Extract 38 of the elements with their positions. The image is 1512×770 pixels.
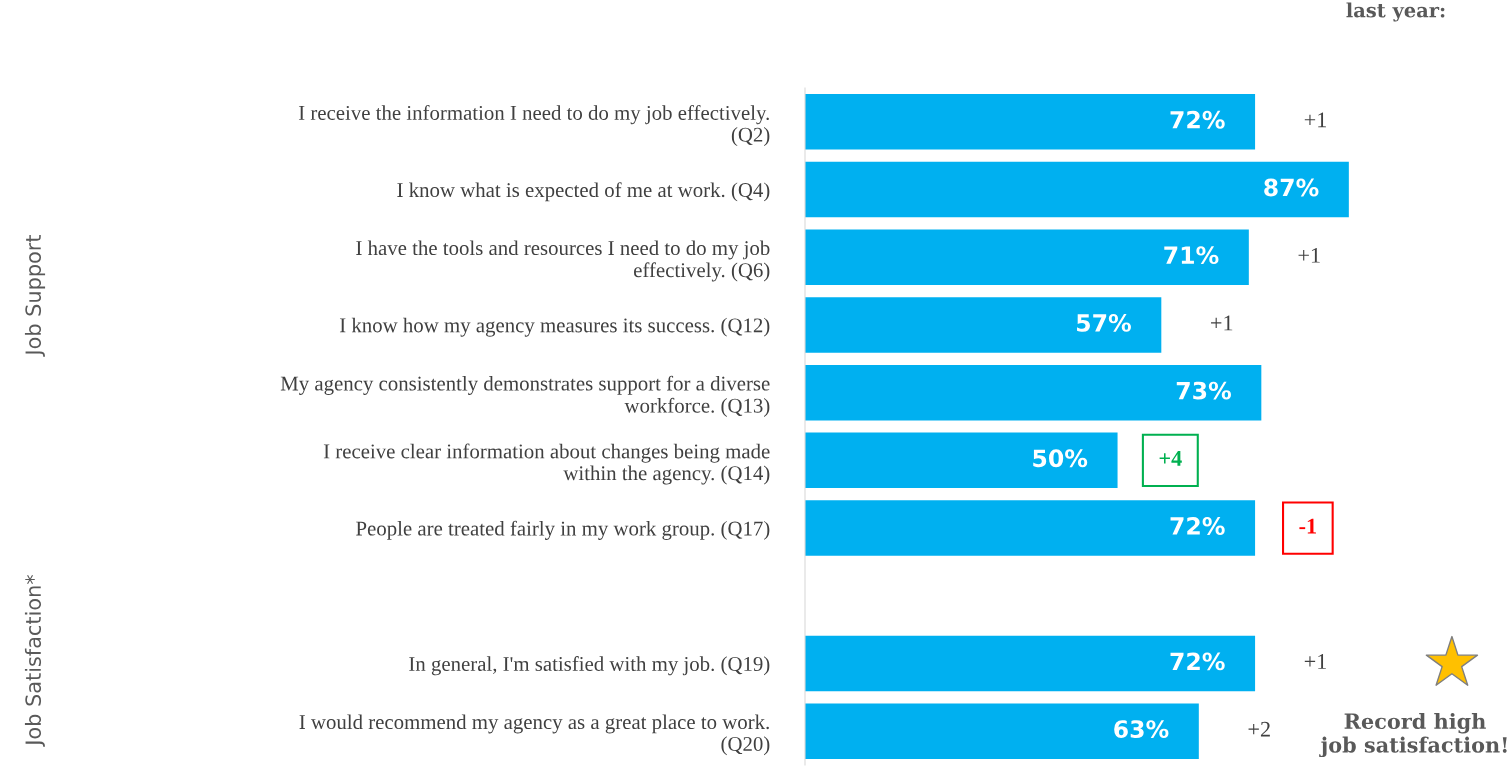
text: Job Support <box>24 234 46 357</box>
data-label: 63% <box>1114 720 1169 738</box>
data-label: 71% <box>1164 246 1219 265</box>
text: last year: <box>1346 2 1445 22</box>
annotation: +1 <box>1211 315 1233 331</box>
annotation: +4 <box>1159 451 1182 466</box>
data-label: 73% <box>1176 381 1231 400</box>
y-tick-label: I receive clear information about changes being made within the agency. (Q14) <box>323 443 770 485</box>
bar <box>805 161 1349 218</box>
y-tick-label: I know how my agency measures its success. (Q12) <box>339 317 770 337</box>
data-label: 50% <box>1033 449 1088 468</box>
annotation: -1 <box>1299 518 1316 534</box>
y-tick-label: I have the tools and resources I need to do my job effectively. (Q6) <box>356 240 770 282</box>
data-label: 72% <box>1170 110 1225 129</box>
bar <box>805 297 1162 353</box>
bar <box>805 635 1256 692</box>
bar <box>805 500 1256 556</box>
data-label: 57% <box>1077 313 1131 332</box>
bar <box>805 94 1256 150</box>
text: Job Satisfaction* <box>24 574 45 747</box>
y-tick-label: People are treated fairly in my work group. (Q17) <box>356 520 770 540</box>
y-tick-label: I receive the information I need to do my job effectively. (Q2) <box>298 105 770 146</box>
annotation: +1 <box>1304 654 1326 669</box>
annotation: +2 <box>1248 721 1270 737</box>
data-label: 87% <box>1264 178 1319 197</box>
y-tick-label: My agency consistently demonstrates support for a diverse workforce. (Q13) <box>280 375 770 417</box>
annotation: Record high job satisfaction! <box>1319 712 1507 758</box>
y-tick-label: I would recommend my agency as a great place to work. (Q20) <box>299 714 770 756</box>
bar <box>805 229 1249 286</box>
y-tick-label: I know what is expected of me at work. (Q4) <box>397 182 770 202</box>
data-label: 72% <box>1170 652 1225 671</box>
annotation: +1 <box>1298 247 1320 263</box>
bar <box>805 703 1199 759</box>
y-tick-label: In general, I'm satisfied with my job. (Q19) <box>409 656 770 676</box>
bar <box>805 364 1262 421</box>
annotation: +1 <box>1304 112 1326 128</box>
data-label: 72% <box>1170 517 1225 535</box>
bar <box>805 432 1118 489</box>
